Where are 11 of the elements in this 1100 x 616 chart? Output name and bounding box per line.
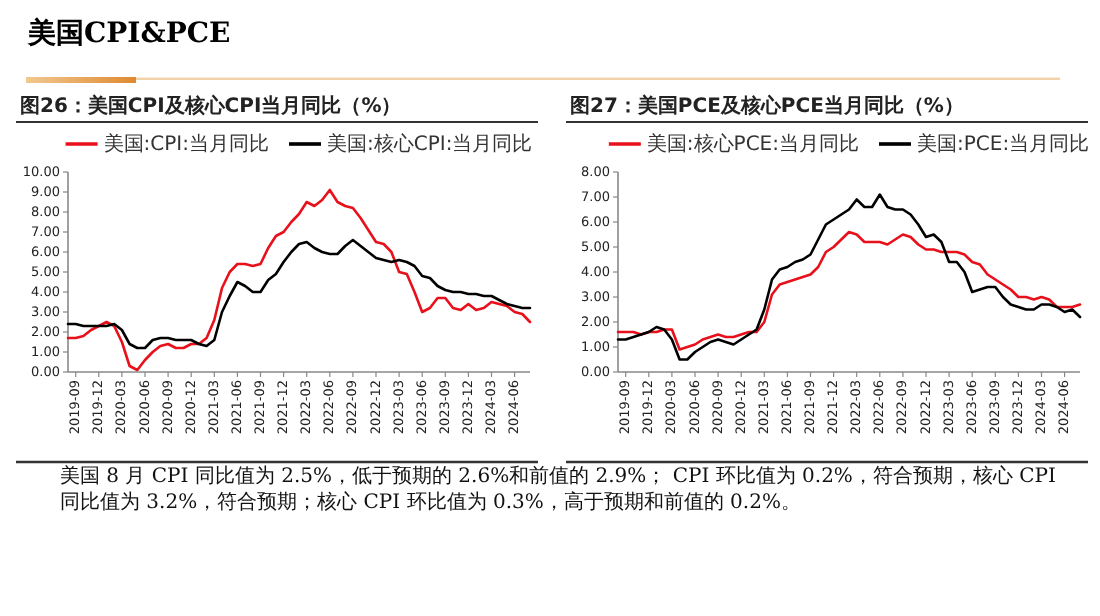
legend-label: 美国:核心CPI:当月同比 bbox=[327, 132, 533, 156]
line-series bbox=[616, 230, 1082, 351]
chart-title: 图27：美国PCE及核心PCE当月同比（%） bbox=[570, 94, 964, 118]
legend-label: 美国:PCE:当月同比 bbox=[917, 132, 1090, 156]
line-series bbox=[616, 193, 1082, 361]
text: 美国 8 月 CPI 同比值为 2.5%，低于预期的 2.6%和前值的 2.9%； CPI 环比值为 0.2%，符合预期，核心 CPI 同比值为 3.2%，符合预期；核心 CPI 环比值为 0.3%，高于预期和前值的 0.2%。 bbox=[60, 464, 1058, 516]
text: 美国CPI&PCE bbox=[28, 16, 231, 52]
line-series bbox=[66, 238, 532, 350]
chart-title: 图26：美国CPI及核心CPI当月同比（%） bbox=[20, 94, 402, 118]
legend-label: 美国:CPI:当月同比 bbox=[103, 132, 269, 156]
legend-label: 美国:核心PCE:当月同比 bbox=[646, 132, 859, 156]
